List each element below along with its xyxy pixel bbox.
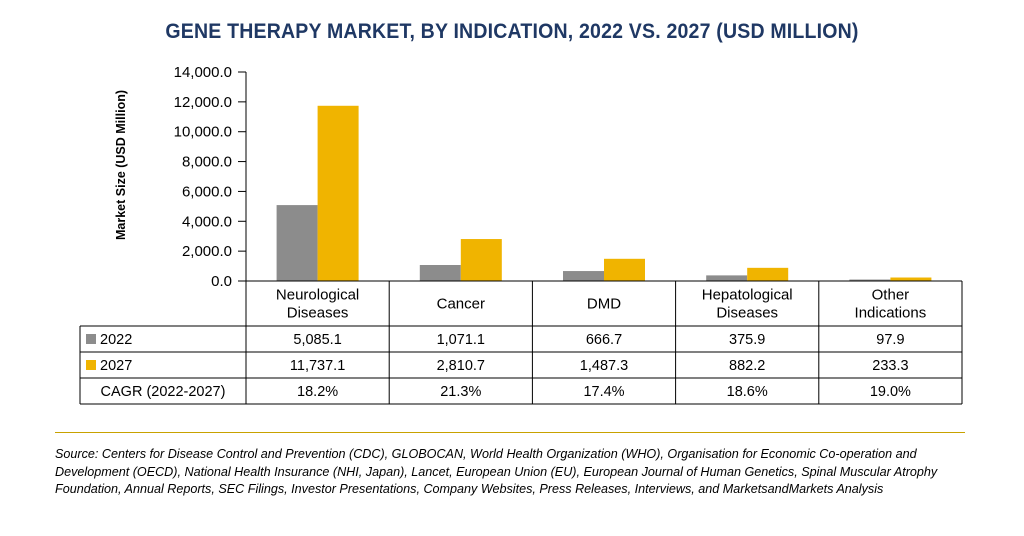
table-value: 375.9: [729, 332, 765, 348]
category-label: DMD: [587, 296, 621, 313]
cagr-row-label: CAGR (2022-2027): [101, 384, 226, 400]
legend-marker-2022: [86, 334, 96, 344]
source-divider: [55, 432, 965, 433]
y-tick-label: 6,000.0: [182, 183, 232, 200]
y-tick-label: 12,000.0: [174, 94, 232, 111]
category-label: Indications: [855, 305, 927, 322]
table-value: 882.2: [729, 358, 765, 374]
cagr-value: 21.3%: [440, 384, 481, 400]
y-tick-label: 8,000.0: [182, 154, 232, 171]
bar-2027-4: [747, 267, 789, 281]
category-label: Diseases: [716, 305, 778, 322]
table-value: 1,071.1: [437, 332, 485, 348]
y-tick-label: 4,000.0: [182, 213, 232, 230]
bar-2022-5: [849, 279, 891, 281]
category-label: Other: [872, 287, 910, 304]
category-label: Diseases: [287, 305, 349, 322]
y-tick-label: 10,000.0: [174, 124, 232, 141]
bar-2027-3: [604, 258, 645, 281]
y-tick-label: 14,000.0: [174, 64, 232, 81]
category-label: Cancer: [437, 296, 485, 313]
bar-2027-1: [317, 105, 359, 282]
table-value: 233.3: [872, 358, 908, 374]
table-value: 11,737.1: [290, 358, 345, 374]
table-value: 2,810.7: [437, 358, 485, 374]
table-value: 5,085.1: [293, 332, 341, 348]
legend-marker-2027: [86, 360, 96, 370]
bar-2022-3: [563, 271, 604, 281]
bar-2027-5: [890, 277, 932, 281]
category-label: Hepatological: [702, 287, 793, 304]
y-tick-label: 2,000.0: [182, 243, 232, 260]
category-label: Neurological: [276, 287, 359, 304]
bar-2022-4: [706, 275, 748, 281]
table-value: 666.7: [586, 332, 622, 348]
legend-label: 2027: [100, 358, 132, 374]
bar-2027-2: [460, 239, 502, 281]
bar-2022-2: [419, 265, 461, 281]
y-tick-label: 0.0: [211, 273, 232, 290]
cagr-value: 18.2%: [297, 384, 338, 400]
cagr-value: 19.0%: [870, 384, 911, 400]
source-note: Source: Centers for Disease Control and …: [55, 447, 938, 496]
cagr-value: 18.6%: [727, 384, 768, 400]
legend-label: 2022: [100, 332, 132, 348]
table-value: 1,487.3: [580, 358, 628, 374]
table-value: 97.9: [876, 332, 904, 348]
chart-title: GENE THERAPY MARKET, BY INDICATION, 2022…: [165, 20, 859, 43]
bar-2022-1: [276, 205, 318, 281]
cagr-value: 17.4%: [583, 384, 624, 400]
